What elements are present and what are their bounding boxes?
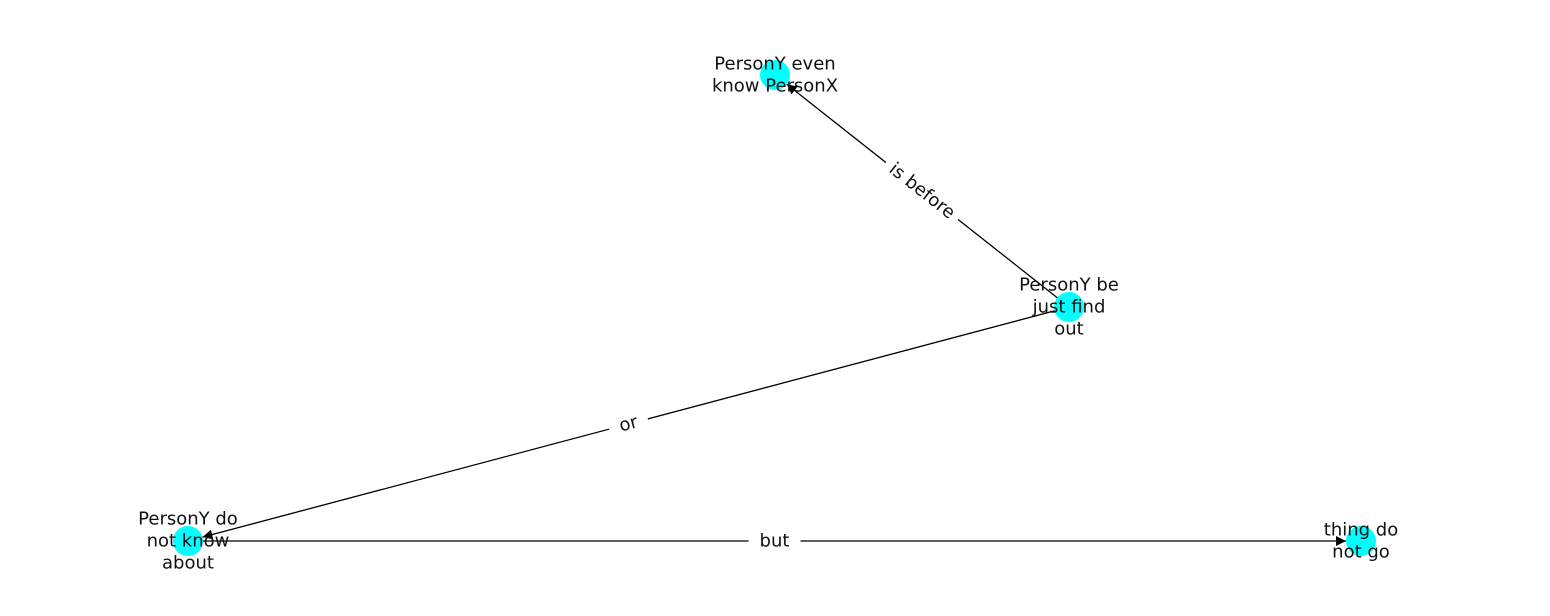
edge-label-background bbox=[876, 150, 968, 232]
edge-label-text: but bbox=[760, 531, 790, 552]
node-label-line: know PersonX bbox=[712, 76, 838, 97]
node-label-line: out bbox=[1054, 319, 1083, 340]
edge-label: or bbox=[605, 404, 652, 444]
node-label-line: not know bbox=[147, 531, 230, 552]
node-label-line: PersonY even bbox=[714, 54, 835, 75]
node-circle bbox=[1346, 526, 1376, 556]
edge-label-background bbox=[748, 526, 801, 556]
edge-label: is before bbox=[876, 150, 968, 232]
node-circle bbox=[760, 60, 790, 90]
node-label-line: PersonY do bbox=[138, 509, 238, 530]
node-label-line: just find bbox=[1032, 297, 1106, 318]
edge-label-text: or bbox=[617, 411, 641, 436]
edge-n2-n3: or bbox=[202, 306, 1070, 540]
node-label-line: about bbox=[162, 553, 214, 574]
edge-label-background bbox=[605, 404, 652, 444]
edge-n3-n4: but bbox=[188, 526, 1346, 556]
node-label-line: PersonY be bbox=[1019, 275, 1119, 296]
node-circle bbox=[173, 526, 203, 556]
node-label-line: thing do bbox=[1324, 520, 1398, 541]
node-circle bbox=[1054, 292, 1084, 322]
edges-layer: is before or but bbox=[188, 83, 1346, 556]
edge-label: but bbox=[748, 526, 801, 556]
edge-label-text: is before bbox=[885, 159, 959, 224]
node-label-line: not go bbox=[1332, 542, 1390, 563]
